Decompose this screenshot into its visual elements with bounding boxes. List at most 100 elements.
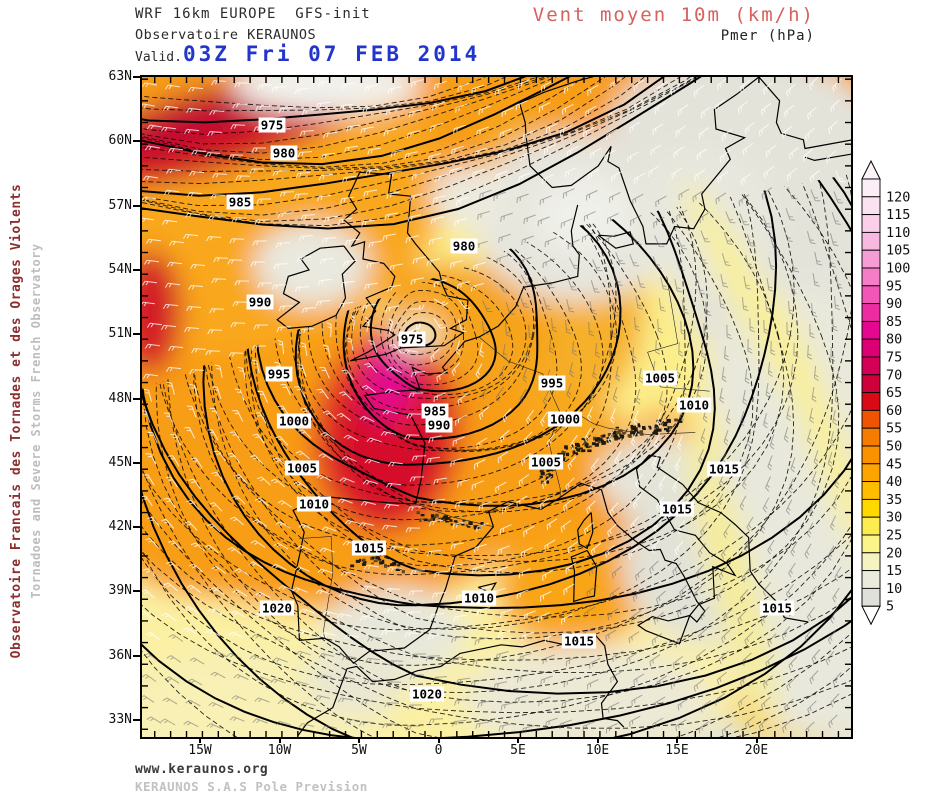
legend-colorbar: 1201151101051009590858075706560555045403… [861,159,910,626]
isobar-label: 1010 [461,590,497,606]
svg-text:980: 980 [273,146,296,161]
legend-value: 60 [886,403,902,419]
svg-text:1005: 1005 [645,371,675,386]
isobar-label: 1020 [259,600,295,616]
svg-text:1015: 1015 [762,601,792,616]
legend-value: 105 [886,243,910,259]
isobar-label: 1020 [409,686,445,702]
legend-value: 85 [886,314,902,330]
legend-cell [861,409,881,429]
lon-tick [437,737,440,743]
legend-cell [861,534,881,554]
legend-cell [861,481,881,500]
lon-tick [517,737,519,743]
legend-value: 20 [886,545,902,561]
svg-text:1000: 1000 [550,412,580,427]
lat-tick-label: 45N [108,454,132,470]
isobar-label: 1005 [528,454,564,470]
lat-tick-label: 48N [108,390,132,406]
valid-label: Valid. [135,50,182,65]
svg-text:1015: 1015 [564,634,594,649]
wind-speed-legend: 120 115 110 105 100 95 90 85 80 75 70 65 60 55 50 45 40 3… [858,158,936,638]
legend-arrow-down [861,605,881,626]
svg-text:1015: 1015 [709,462,739,477]
isobar-label: 1010 [676,397,712,413]
svg-text:1020: 1020 [412,687,442,702]
lat-tick-label: 60N [108,133,132,149]
svg-text:985: 985 [229,195,252,210]
isobar-label: 1015 [759,600,795,616]
legend-value: 115 [886,207,910,223]
lat-tick [133,268,140,271]
lat-tick-label: 63N [108,69,132,84]
svg-text:990: 990 [428,418,451,433]
lat-tick [133,719,140,721]
lat-tick-label: 54N [108,261,132,277]
lon-tick-label: 10W [267,743,292,758]
isobars-north-low [142,77,851,230]
svg-text:975: 975 [261,118,284,133]
svg-text:985: 985 [424,404,447,419]
isobar-label: 1000 [547,411,583,427]
lon-tick [358,737,360,743]
legend-cell [861,267,881,287]
valid-datetime: 03Z Fri 07 FEB 2014 [183,42,481,66]
lat-tick [133,76,140,78]
legend-cell [861,285,881,305]
lat-tick [133,590,140,593]
svg-text:1005: 1005 [287,461,317,476]
legend-value: 95 [886,278,902,294]
organization-line: Observatoire KERAUNOS [135,27,317,43]
legend-cell [861,303,881,322]
isobar-label: 990 [425,417,453,433]
isobar-label: 995 [538,375,566,391]
legend-cell [861,587,881,607]
lat-tick [133,140,140,143]
lon-tick-label: 5W [351,743,367,758]
svg-text:1005: 1005 [531,455,561,470]
parameter-title: Vent moyen 10m (km/h) [532,4,815,26]
isobar-label: 1015 [659,501,695,517]
legend-cell [861,320,881,340]
svg-text:1010: 1010 [464,591,494,606]
legend-value: 45 [886,456,902,472]
isobar-label: 1010 [296,496,332,512]
isobar-label: 975 [258,117,286,133]
isobar-label: 980 [270,145,298,161]
company-credit: KERAUNOS S.A.S Pole Prevision [135,779,368,794]
legend-value: 50 [886,439,902,455]
legend-cell [861,392,881,411]
lon-tick [199,737,201,743]
lat-tick-label: 42N [108,519,132,535]
isobar-label: 1005 [642,370,678,386]
legend-cell [861,498,881,518]
legend-cell [861,231,881,251]
lat-tick-label: 33N [108,712,132,727]
isobar-label: 980 [450,238,478,254]
svg-text:1015: 1015 [662,502,692,517]
legend-cell [861,214,881,233]
lat-tick [133,333,140,336]
legend-value: 5 [886,599,894,615]
legend-cell [861,570,881,589]
legend-arrow-up [861,159,881,180]
legend-value: 55 [886,421,902,437]
lat-tick-label: 36N [108,647,132,663]
model-title: WRF 16km EUROPE GFS-init [135,6,371,22]
left-vertical-banner: Observatoire Francais des Tornades et de… [7,91,53,751]
lon-tick-label: 10E [585,743,610,758]
legend-value: 120 [886,189,910,205]
legend-cell [861,516,881,536]
legend-cell [861,552,881,572]
legend-value: 70 [886,367,902,383]
lat-tick [133,461,140,464]
lon-tick-label: 15W [188,743,212,758]
svg-text:990: 990 [249,295,272,310]
lat-tick [133,397,140,400]
svg-text:980: 980 [453,239,476,254]
banner-english-line: Tornadoes and Severe Storms French Obser… [28,243,43,599]
legend-cell [861,374,881,394]
legend-cell [861,178,881,198]
isobar-label: 995 [265,366,293,382]
